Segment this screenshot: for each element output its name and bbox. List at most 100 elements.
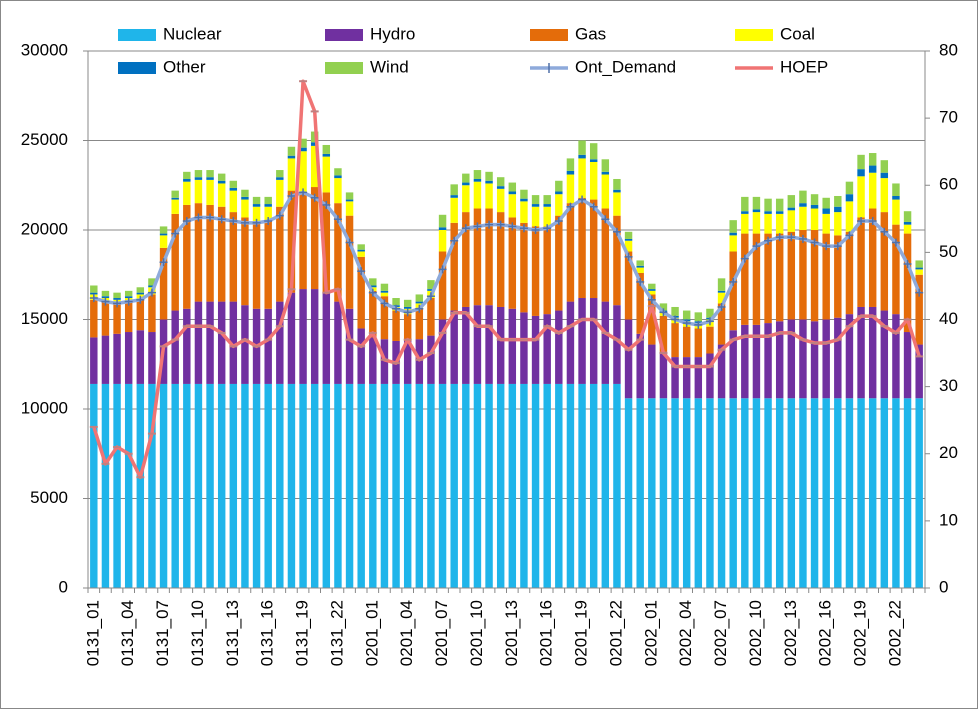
bar-segment [427,298,435,336]
legend-label: Other [163,57,206,76]
bar-segment [369,383,377,588]
bar-segment [462,185,470,213]
bar-segment [206,204,214,302]
bar-segment [171,213,179,311]
bar-segment [531,383,540,588]
bar-segment [799,230,807,320]
bar-segment [741,213,749,234]
bar-segment [892,183,900,196]
bar-segment [752,209,761,213]
bar-segment [90,337,98,384]
bar-segment [520,383,528,588]
bar-segment [148,278,156,286]
bar-segment [624,251,633,320]
bar-segment [473,181,482,209]
bar-segment [299,147,307,152]
bar-segment [729,220,737,233]
bar-segment [810,208,819,230]
bar-segment [845,181,854,195]
y-tick-label: 0 [59,577,68,596]
bar-segment [357,328,365,384]
bar-segment [206,170,214,178]
y-tick-label: 15000 [21,309,68,328]
bar-segment [799,203,807,207]
bar-segment [834,317,842,399]
bar-segment [671,357,679,399]
y-tick-label: 25000 [21,130,68,149]
bar-segment [868,398,877,588]
bar-segment [241,217,249,306]
bar-segment [438,251,447,320]
bar-segment [415,339,424,384]
bar-segment [694,328,703,358]
bar-segment [578,158,586,198]
bar-segment [880,398,889,588]
bar-segment [276,170,284,178]
bar-segment [706,398,714,588]
bar-segment [892,195,900,200]
bar-segment [264,383,272,588]
bar-segment [159,226,168,234]
bar-segment [822,398,830,588]
bar-segment [531,206,540,227]
bar-segment [241,383,249,588]
bar-segment [810,230,819,322]
y-tick-label: 30000 [21,40,68,59]
bar-segment [613,178,621,190]
bar-segment [764,398,772,588]
bar-segment [810,194,819,205]
bar-segment [345,215,354,309]
bar-segment [799,206,807,230]
bar-segment [450,184,458,196]
bar-segment [915,398,923,588]
y-tick-label: 5000 [30,488,68,507]
bar-segment [706,353,714,399]
bar-segment [159,247,168,320]
x-tick-label: 0131_19 [293,600,312,666]
bar-segment [543,204,551,207]
bar-segment [206,383,214,588]
bar-segment [880,178,889,213]
bar-segment [299,138,307,148]
x-tick-label: 0131_07 [153,600,172,666]
bar-segment [90,383,98,588]
bar-segment [148,294,156,333]
bar-segment [252,206,261,222]
bar-segment [183,181,191,205]
bar-segment [241,196,249,200]
legend-label: Nuclear [163,24,222,43]
bar-segment [543,226,551,315]
bar-segment [101,290,110,297]
bar-segment [101,296,110,299]
bar-segment [183,383,191,588]
bar-segment [380,290,389,293]
y2-tick-label: 40 [939,309,958,328]
bar-segment [183,171,191,179]
bar-segment [136,287,145,293]
bar-segment [764,211,772,214]
bar-segment [775,321,784,399]
bar-segment [496,186,505,189]
bar-segment [113,298,121,300]
x-tick-label: 0201_07 [432,600,451,666]
bar-segment [845,398,854,588]
bar-segment [171,190,179,198]
bar-segment [369,285,377,288]
bar-segment [322,153,331,157]
bar-segment [334,203,342,302]
legend-swatch [118,29,156,41]
bar-segment [345,192,354,200]
bar-segment [508,308,517,384]
bar-segment [415,301,424,304]
bar-segment [578,298,586,384]
bar-segment [194,301,203,384]
y2-tick-label: 50 [939,242,958,261]
bar-segment [415,308,424,340]
bar-segment [531,315,540,384]
bar-segment [264,196,272,205]
bar-segment [566,174,575,204]
x-tick-label: 0201_01 [362,600,381,666]
bar-segment [508,217,517,309]
bar-segment [148,383,156,588]
bar-segment [857,154,865,170]
